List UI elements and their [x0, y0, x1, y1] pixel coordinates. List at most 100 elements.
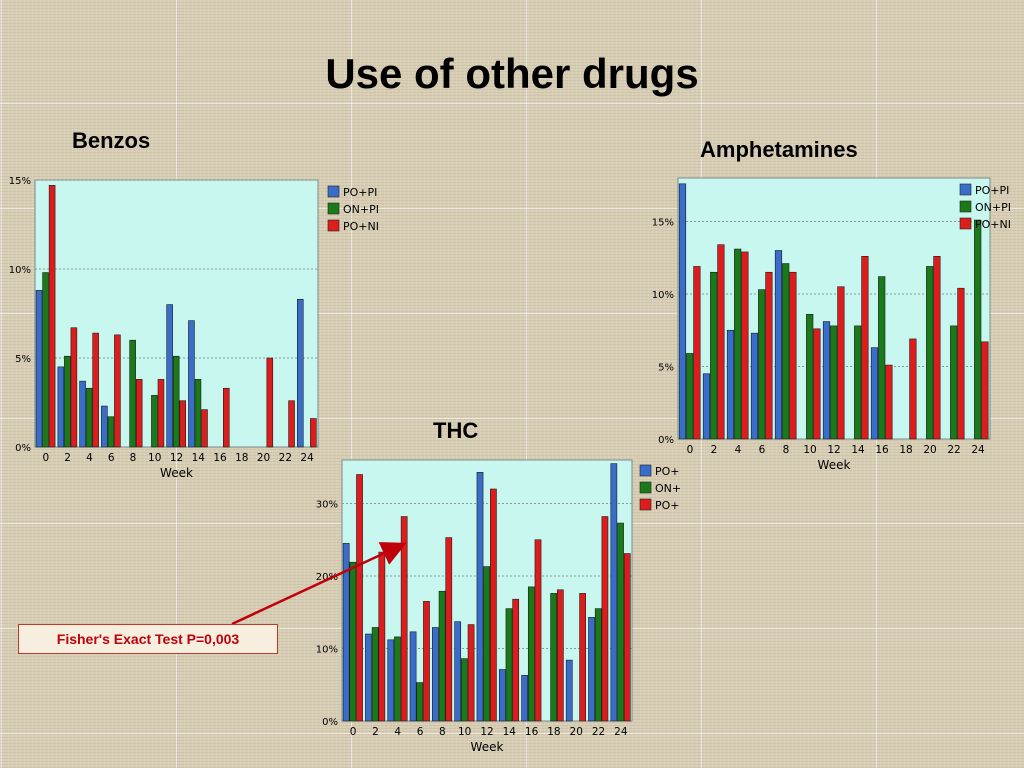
bar-po-ni-week-24 — [623, 553, 631, 722]
bar-po-ni-week-16 — [223, 387, 230, 448]
bar-po-ni-week-18 — [909, 338, 917, 440]
bar-po-ni-week-24 — [310, 418, 317, 448]
legend-label: PO+NI — [975, 218, 1010, 231]
x-tick-label: 22 — [592, 726, 605, 738]
bar-po-ni-week-4 — [92, 332, 99, 448]
x-tick-label: 22 — [279, 452, 292, 464]
bar-po-ni-week-0 — [356, 474, 363, 722]
legend-swatch-po-pi — [327, 185, 340, 198]
bar-po-pi-week-0 — [678, 183, 687, 440]
y-tick-label: 10% — [9, 265, 31, 276]
x-tick-label: 12 — [480, 726, 493, 738]
legend-label: ON+PI — [655, 482, 680, 495]
legend-swatch-po-pi — [959, 183, 972, 196]
bar-on-pi-week-12 — [483, 566, 491, 722]
bar-po-ni-week-8 — [789, 271, 797, 440]
x-tick-label: 0 — [687, 444, 694, 456]
thc-chart: 0%10%20%30%024681012141618202224WeekPO+P… — [316, 459, 680, 754]
bar-po-pi-week-2 — [57, 366, 65, 448]
x-tick-label: 6 — [417, 726, 424, 738]
bar-po-pi-week-10 — [454, 621, 462, 722]
bar-po-ni-week-16 — [885, 364, 893, 440]
x-axis-label: Week — [160, 466, 193, 480]
bar-on-pi-week-2 — [371, 627, 379, 722]
legend-swatch-po-ni — [327, 219, 340, 232]
thc-heading: THC — [433, 418, 479, 443]
bar-po-ni-week-6 — [114, 334, 121, 448]
x-tick-label: 10 — [458, 726, 471, 738]
bar-po-ni-week-2 — [717, 244, 725, 440]
x-tick-label: 20 — [257, 452, 270, 464]
legend-label: PO+NI — [655, 499, 680, 512]
bar-on-pi-week-4 — [734, 248, 742, 440]
legend-swatch-on-pi — [959, 200, 972, 213]
legend-label: ON+PI — [343, 203, 379, 216]
bar-po-ni-week-10 — [813, 328, 821, 440]
bar-on-pi-week-12 — [172, 355, 180, 448]
x-tick-label: 16 — [875, 444, 889, 456]
bar-po-ni-week-24 — [981, 341, 989, 440]
bar-on-pi-week-18 — [550, 593, 557, 722]
bar-po-pi-week-6 — [101, 405, 108, 448]
bar-po-ni-week-0 — [48, 185, 56, 448]
bar-on-pi-week-2 — [710, 271, 718, 440]
bar-po-ni-week-8 — [135, 379, 143, 448]
bar-on-pi-week-4 — [394, 636, 401, 722]
bar-on-pi-week-16 — [527, 586, 535, 722]
bar-po-pi-week-12 — [166, 304, 173, 448]
x-tick-label: 12 — [827, 444, 840, 456]
bar-on-pi-week-6 — [416, 682, 424, 722]
bar-po-pi-week-0 — [35, 290, 43, 448]
slide-title: Use of other drugs — [325, 50, 699, 97]
x-axis-label: Week — [818, 458, 851, 472]
x-tick-label: 24 — [300, 452, 314, 464]
bar-po-pi-week-2 — [365, 633, 372, 722]
bar-on-pi-week-8 — [438, 590, 446, 722]
bar-on-pi-week-14 — [505, 608, 513, 722]
bar-on-pi-week-20 — [926, 266, 934, 440]
bar-on-pi-week-2 — [64, 355, 71, 448]
x-axis-label: Week — [471, 740, 504, 754]
bar-on-pi-week-24 — [617, 522, 624, 722]
bar-on-pi-week-0 — [42, 272, 49, 448]
x-tick-label: 8 — [130, 452, 137, 464]
x-tick-label: 18 — [235, 452, 248, 464]
bar-po-ni-week-12 — [837, 286, 845, 440]
legend-swatch-po-ni — [639, 498, 652, 511]
bar-po-pi-week-12 — [822, 321, 831, 440]
x-tick-label: 10 — [148, 452, 161, 464]
bar-po-pi-week-6 — [409, 631, 417, 722]
x-tick-label: 8 — [783, 444, 790, 456]
x-tick-label: 12 — [170, 452, 183, 464]
bar-po-pi-week-12 — [476, 472, 484, 722]
bar-po-ni-week-18 — [556, 589, 564, 722]
bar-po-pi-week-4 — [387, 639, 395, 722]
bar-po-pi-week-8 — [774, 250, 783, 440]
bar-on-pi-week-10 — [461, 658, 468, 722]
bar-po-ni-week-4 — [741, 251, 749, 440]
bar-on-pi-week-0 — [686, 353, 694, 440]
bar-po-ni-week-10 — [467, 624, 475, 722]
legend-label: PO+PI — [655, 465, 680, 478]
legend-swatch-po-pi — [639, 464, 652, 477]
x-tick-label: 18 — [899, 444, 912, 456]
x-tick-label: 16 — [213, 452, 227, 464]
bar-on-pi-week-8 — [782, 263, 790, 440]
bar-on-pi-week-10 — [151, 395, 158, 448]
x-tick-label: 0 — [350, 726, 357, 738]
bar-po-ni-week-2 — [70, 327, 78, 448]
bar-on-pi-week-4 — [85, 387, 93, 448]
y-tick-label: 0% — [15, 443, 31, 454]
bar-po-pi-week-16 — [870, 347, 879, 440]
y-tick-label: 15% — [652, 218, 674, 229]
bar-on-pi-week-16 — [878, 276, 886, 440]
bar-po-pi-week-16 — [521, 675, 528, 722]
x-tick-label: 18 — [547, 726, 560, 738]
y-tick-label: 30% — [316, 500, 338, 511]
legend-swatch-on-pi — [327, 202, 340, 215]
x-tick-label: 4 — [394, 726, 401, 738]
x-tick-label: 2 — [64, 452, 71, 464]
bar-on-pi-week-6 — [107, 416, 115, 448]
bar-po-pi-week-14 — [498, 669, 506, 722]
